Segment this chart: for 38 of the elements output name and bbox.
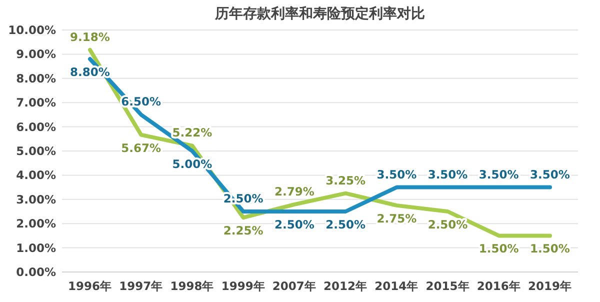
data-label: 2.50%: [274, 218, 315, 232]
y-tick-label: 2.00%: [16, 216, 56, 231]
x-tick-label: 2015年: [426, 279, 470, 293]
data-label: 1.50%: [530, 242, 570, 256]
data-label: 1.50%: [478, 242, 520, 256]
y-tick-label: 10.00%: [8, 23, 56, 38]
data-label: 5.22%: [172, 126, 213, 140]
data-label: 2.50%: [428, 218, 468, 232]
y-tick-label: 6.00%: [16, 120, 56, 134]
x-tick-label: 2019年: [528, 279, 572, 293]
y-tick-label: 9.00%: [16, 47, 56, 62]
data-label: 3.50%: [376, 167, 418, 182]
x-tick-label: 1996年: [68, 279, 112, 293]
y-tick-label: 5.00%: [16, 144, 56, 158]
data-label: 2.75%: [376, 211, 418, 226]
x-tick-label: 1997年: [119, 279, 164, 293]
data-label: 9.18%: [70, 30, 110, 44]
chart-title: 历年存款利率和寿险预定利率对比: [214, 5, 425, 22]
x-tick-label: 2014年: [374, 279, 419, 293]
y-tick-label: 1.00%: [16, 240, 56, 255]
y-tick-label: 8.00%: [16, 71, 56, 86]
x-tick-label: 2012年: [324, 279, 368, 293]
data-label: 2.50%: [326, 218, 366, 232]
x-tick-label: 1999年: [221, 279, 266, 293]
data-label: 3.50%: [530, 167, 570, 182]
data-label: 2.25%: [223, 224, 264, 238]
x-tick-label: 1998年: [170, 279, 214, 293]
y-tick-label: 3.00%: [16, 192, 56, 206]
data-label: 3.50%: [478, 167, 520, 182]
x-tick-label: 2007年: [272, 279, 316, 293]
data-label: 2.79%: [274, 184, 315, 198]
x-tick-label: 2016年: [476, 279, 521, 293]
data-label: 3.50%: [428, 167, 468, 182]
y-tick-label: 7.00%: [16, 96, 56, 110]
y-tick-label: 0.00%: [16, 265, 56, 280]
y-tick-label: 4.00%: [16, 168, 56, 182]
data-label: 3.25%: [326, 173, 366, 188]
data-label: 5.67%: [121, 140, 162, 155]
